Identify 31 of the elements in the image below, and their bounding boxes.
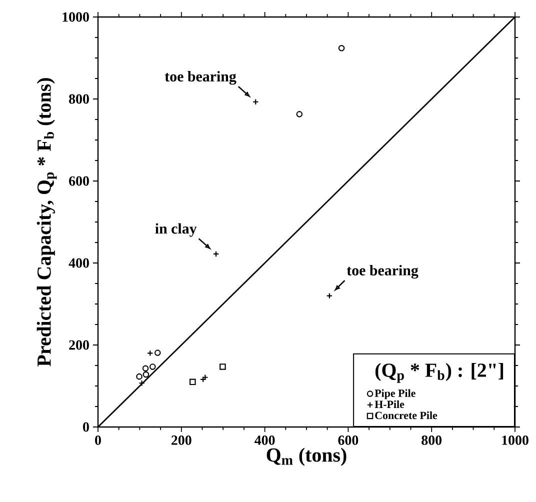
y-tick-label: 600: [69, 176, 89, 186]
x-tick-label: 800: [422, 436, 442, 445]
annotation: toe bearing: [346, 264, 418, 279]
x-tick-label: 1000: [502, 436, 528, 445]
x-tick-label: 400: [254, 436, 275, 445]
annotation: in clay: [155, 223, 197, 237]
point: [296, 111, 303, 118]
y-axis-title: Predicted Capacity, Q$_{p}$ * F$_{b}$ (tons): [36, 78, 57, 366]
annotation: toe bearing: [164, 71, 236, 85]
point: [190, 378, 196, 386]
point: [212, 250, 220, 258]
x-tick-label: 600: [338, 436, 358, 445]
point: [142, 365, 149, 372]
legend-label: Pipe Pile: [374, 389, 416, 400]
x-tick-label: 200: [172, 436, 192, 445]
legend-label: Concrete Pile: [375, 411, 438, 420]
x-tick-label: 0: [95, 436, 101, 445]
y-tick-label: 400: [68, 258, 89, 268]
point: [338, 45, 345, 52]
y-tick-label: 800: [69, 94, 89, 104]
legend-title: (Q$_{p}$ * F$_{b}$) : [2"]: [375, 362, 504, 383]
point: [136, 373, 142, 380]
x-axis-title: Q$_{m}$ (tons): [266, 448, 346, 466]
point: [154, 350, 161, 356]
point: [149, 364, 156, 370]
legend-label: H-Pile: [374, 400, 404, 408]
point: [142, 371, 150, 378]
y-tick-label: 200: [69, 340, 89, 350]
y-tick-label: 0: [83, 422, 89, 432]
point: [220, 364, 226, 370]
y-tick-label: 1000: [62, 12, 89, 22]
